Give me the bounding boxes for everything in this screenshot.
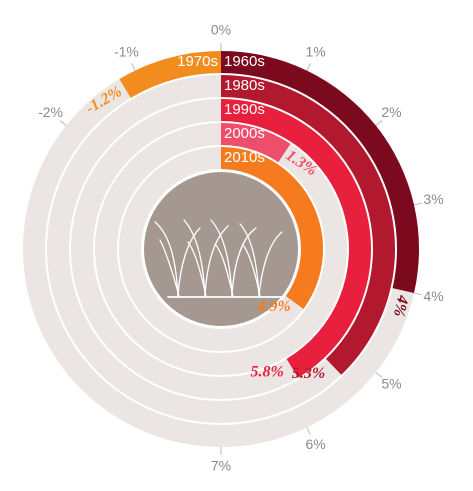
- tick-label: 5%: [381, 376, 401, 392]
- value-label: 5.8%: [250, 364, 283, 381]
- tick-label: 2%: [381, 104, 401, 120]
- category-label: 1970s: [177, 53, 218, 70]
- tick-label: 1%: [305, 43, 325, 59]
- value-label: 5.3%: [292, 365, 325, 382]
- radial-bar: [221, 51, 419, 294]
- radial-bar: [221, 75, 396, 375]
- radial-bar: [119, 51, 221, 98]
- category-label: 1980s: [224, 77, 265, 94]
- category-label: 2000s: [224, 125, 265, 142]
- tick-label: -2%: [38, 104, 63, 120]
- category-label: 1960s: [224, 53, 265, 70]
- category-label: 1990s: [224, 101, 265, 118]
- tick-mark: [413, 202, 422, 206]
- center-icon: [144, 172, 298, 326]
- tick-mark: [59, 120, 67, 126]
- value-label: 4%: [390, 293, 412, 319]
- tick-label: 0%: [211, 22, 231, 38]
- radial-bar: [221, 99, 372, 378]
- value-label: 4.9%: [256, 298, 290, 315]
- category-label: 2010s: [224, 149, 265, 166]
- tick-label: 4%: [423, 288, 443, 304]
- radial-bar: [221, 123, 291, 163]
- tick-label: -1%: [114, 43, 139, 59]
- tick-mark: [375, 120, 383, 126]
- tick-mark: [375, 372, 383, 378]
- tick-label: 3%: [423, 191, 443, 207]
- tick-label: 6%: [305, 436, 325, 452]
- tick-mark: [306, 63, 311, 71]
- tick-mark: [306, 427, 311, 435]
- radial-bar: [221, 147, 324, 309]
- tick-label: 7%: [211, 458, 231, 474]
- tick-mark: [413, 292, 422, 296]
- tick-mark: [131, 63, 136, 71]
